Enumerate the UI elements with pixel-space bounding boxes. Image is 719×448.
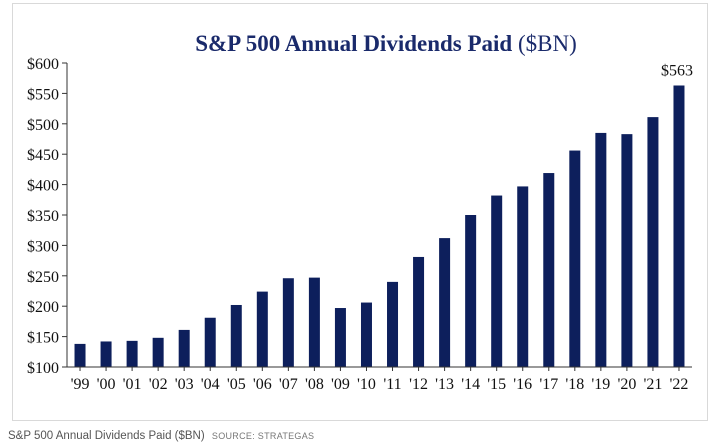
chart-frame: S&P 500 Annual Dividends Paid ($BN) $100… (12, 3, 708, 421)
y-tick-label: $350 (27, 208, 59, 225)
caption-title: S&P 500 Annual Dividends Paid ($BN) (8, 430, 205, 442)
x-tick-label: '07 (279, 376, 298, 393)
x-tick-label: '22 (670, 376, 689, 393)
x-tick-label: '01 (123, 376, 142, 393)
bar (439, 238, 451, 367)
y-tick-label: $250 (27, 269, 59, 286)
bar (647, 117, 659, 367)
x-tick-label: '02 (149, 376, 168, 393)
bar (413, 256, 425, 367)
y-tick-label: $450 (27, 147, 59, 164)
x-tick-label: '04 (201, 376, 220, 393)
x-tick-label: '12 (409, 376, 428, 393)
x-tick-label: '16 (513, 376, 532, 393)
bar (543, 173, 555, 367)
y-tick-label: $300 (27, 238, 59, 255)
x-tick-label: '00 (97, 376, 116, 393)
bar (569, 150, 581, 367)
bar (595, 132, 607, 367)
bar (256, 291, 268, 367)
y-tick-label: $100 (27, 360, 59, 377)
chart-title-main: S&P 500 Annual Dividends Paid (195, 31, 512, 56)
x-tick-label: '08 (305, 376, 324, 393)
y-tick-label: $400 (27, 178, 59, 195)
x-tick-label: '09 (331, 376, 350, 393)
bar (491, 195, 503, 367)
x-tick-label: '21 (643, 376, 662, 393)
bar (178, 329, 190, 367)
bar (204, 317, 216, 367)
x-tick-label: '11 (383, 376, 401, 393)
x-tick-label: '06 (253, 376, 272, 393)
x-tick-label: '13 (435, 376, 454, 393)
y-axis: $100 $150 $200 $250 $300 $350 $400 $450 $500 $550… (27, 56, 68, 377)
x-tick-label: '14 (461, 376, 480, 393)
x-tick-label: '05 (227, 376, 246, 393)
data-label: $563 (661, 62, 693, 79)
y-tick-label: $600 (27, 56, 59, 73)
y-tick-label: $550 (27, 86, 59, 103)
y-tick-label: $150 (27, 330, 59, 347)
bar (673, 85, 685, 367)
bar (360, 302, 372, 367)
y-tick-label: $200 (27, 299, 59, 316)
chart-title-unit: ($BN) (518, 31, 577, 56)
bar (387, 281, 399, 367)
bar (465, 215, 477, 367)
x-axis: '99 '00 '01 '02 '03 '04 '05 '06 '07 '08 '09 '10 '11 '… (67, 366, 692, 393)
x-tick-label: '03 (175, 376, 194, 393)
bar (126, 340, 138, 367)
bar (621, 134, 633, 367)
bar (100, 341, 112, 367)
bar-chart: S&P 500 Annual Dividends Paid ($BN) $100… (27, 31, 693, 393)
bar (282, 278, 294, 367)
x-tick-label: '10 (357, 376, 376, 393)
x-tick-label: '17 (539, 376, 558, 393)
bars (74, 85, 685, 367)
y-tick-label: $500 (27, 117, 59, 134)
caption: S&P 500 Annual Dividends Paid ($BN) SOUR… (8, 430, 314, 442)
x-tick-label: '19 (591, 376, 610, 393)
bar (230, 304, 242, 367)
chart-title: S&P 500 Annual Dividends Paid ($BN) (195, 31, 577, 56)
x-tick-label: '18 (565, 376, 584, 393)
x-tick-label: '99 (71, 376, 90, 393)
x-tick-label: '20 (617, 376, 636, 393)
bar (308, 277, 320, 367)
bar (334, 308, 346, 367)
bar (152, 337, 164, 367)
annotations: $563 (661, 62, 693, 79)
bar (74, 343, 86, 367)
bar (517, 186, 529, 367)
caption-source: SOURCE: STRATEGAS (211, 431, 315, 441)
x-tick-label: '15 (487, 376, 506, 393)
